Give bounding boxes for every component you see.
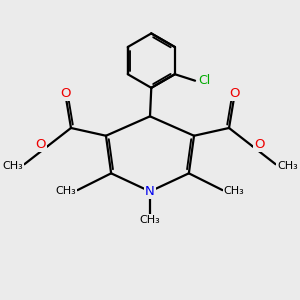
Text: N: N: [145, 185, 155, 198]
Text: CH₃: CH₃: [224, 187, 244, 196]
Text: Cl: Cl: [198, 74, 210, 87]
Text: CH₃: CH₃: [140, 215, 160, 225]
Text: O: O: [61, 87, 71, 100]
Text: CH₃: CH₃: [56, 187, 76, 196]
Text: O: O: [254, 138, 265, 151]
Text: O: O: [229, 87, 239, 100]
Text: CH₃: CH₃: [2, 160, 23, 170]
Text: O: O: [35, 138, 46, 151]
Text: CH₃: CH₃: [277, 160, 298, 170]
